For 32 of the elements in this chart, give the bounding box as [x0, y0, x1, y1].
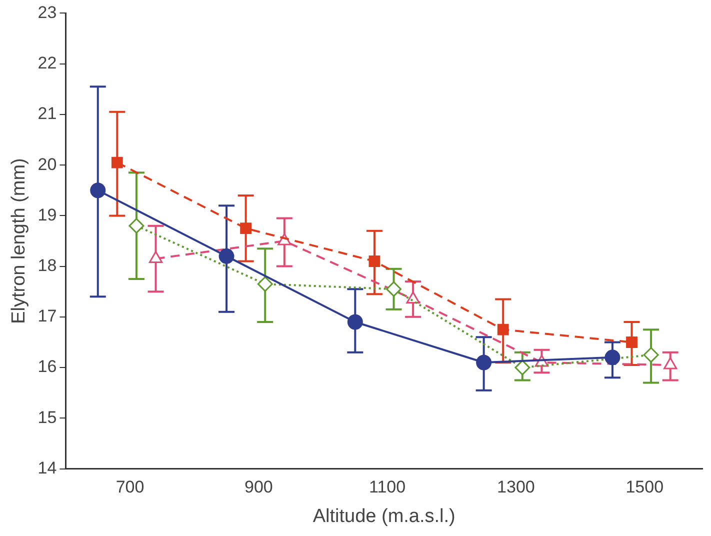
y-tick-label: 18 [38, 256, 57, 275]
point [643, 347, 659, 363]
point [257, 276, 273, 292]
y-tick-label: 22 [38, 54, 57, 73]
point [497, 324, 509, 336]
y-tick-label: 20 [38, 154, 57, 174]
point [386, 281, 402, 297]
point [218, 248, 234, 264]
point [514, 360, 530, 376]
point [604, 350, 620, 366]
point [626, 336, 638, 348]
y-tick-label: 23 [38, 2, 57, 22]
y-axis-title: Elytron length (mm) [8, 158, 30, 324]
point [90, 182, 106, 198]
point [240, 222, 252, 234]
point [476, 354, 492, 370]
point [111, 156, 123, 168]
x-tick-label: 700 [116, 478, 144, 497]
y-tick-label: 21 [38, 104, 57, 124]
y-tick-label: 19 [38, 205, 57, 224]
y-tick-label: 16 [38, 357, 57, 376]
y-tick-label: 15 [38, 408, 57, 427]
x-axis-title: Altitude (m.a.s.l.) [312, 506, 456, 527]
y-tick-label: 17 [38, 306, 57, 326]
x-tick-label: 1500 [626, 478, 664, 497]
x-tick-label: 900 [244, 478, 273, 497]
point [368, 256, 380, 267]
y-tick-label: 14 [38, 458, 57, 478]
x-tick-label: 1300 [497, 478, 535, 497]
point [347, 314, 363, 330]
x-tick-label: 1100 [369, 478, 406, 497]
point [128, 218, 144, 234]
